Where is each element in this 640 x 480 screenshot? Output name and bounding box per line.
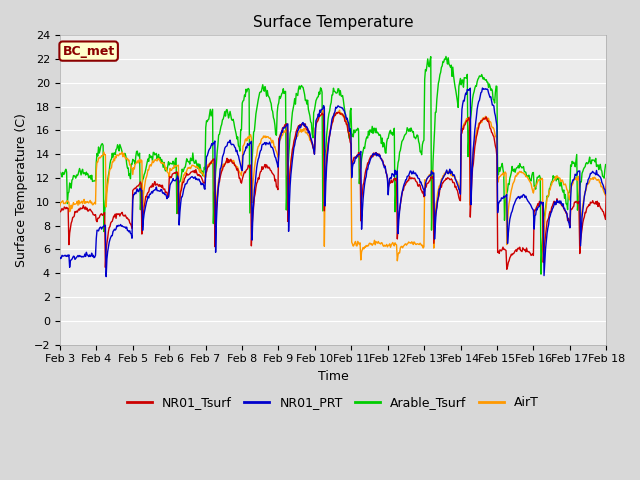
NR01_Tsurf: [207, 160, 214, 166]
AirT: [401, 241, 409, 247]
Text: BC_met: BC_met: [63, 45, 115, 58]
Line: NR01_Tsurf: NR01_Tsurf: [60, 112, 606, 269]
AirT: [602, 183, 610, 189]
NR01_PRT: [602, 191, 610, 197]
NR01_PRT: [102, 274, 110, 279]
Arable_Tsurf: [537, 271, 545, 277]
NR01_Tsurf: [503, 266, 511, 272]
NR01_PRT: [479, 85, 486, 91]
AirT: [56, 203, 63, 209]
NR01_PRT: [179, 194, 186, 200]
NR01_Tsurf: [400, 183, 408, 189]
Y-axis label: Surface Temperature (C): Surface Temperature (C): [15, 113, 28, 267]
X-axis label: Time: Time: [317, 370, 348, 383]
NR01_PRT: [66, 264, 74, 270]
NR01_Tsurf: [56, 209, 63, 215]
Arable_Tsurf: [602, 162, 610, 168]
NR01_PRT: [207, 143, 215, 149]
Arable_Tsurf: [122, 154, 130, 159]
NR01_Tsurf: [416, 183, 424, 189]
NR01_PRT: [400, 181, 408, 187]
Arable_Tsurf: [207, 107, 214, 112]
Title: Surface Temperature: Surface Temperature: [253, 15, 413, 30]
NR01_Tsurf: [66, 230, 74, 236]
AirT: [122, 156, 130, 162]
Line: NR01_PRT: NR01_PRT: [60, 88, 606, 276]
NR01_Tsurf: [122, 214, 130, 219]
Line: Arable_Tsurf: Arable_Tsurf: [60, 57, 606, 274]
AirT: [177, 182, 185, 188]
NR01_PRT: [56, 254, 63, 260]
NR01_Tsurf: [602, 176, 610, 181]
Arable_Tsurf: [56, 171, 63, 177]
Arable_Tsurf: [177, 173, 185, 179]
AirT: [66, 209, 74, 215]
NR01_PRT: [416, 180, 424, 186]
AirT: [394, 258, 401, 264]
Arable_Tsurf: [415, 141, 423, 147]
NR01_PRT: [123, 224, 131, 230]
NR01_Tsurf: [177, 187, 185, 193]
AirT: [319, 107, 326, 112]
Line: AirT: AirT: [60, 109, 606, 261]
NR01_Tsurf: [334, 109, 342, 115]
AirT: [417, 241, 425, 247]
Arable_Tsurf: [66, 180, 74, 186]
AirT: [207, 162, 214, 168]
Arable_Tsurf: [442, 54, 450, 60]
Legend: NR01_Tsurf, NR01_PRT, Arable_Tsurf, AirT: NR01_Tsurf, NR01_PRT, Arable_Tsurf, AirT: [122, 391, 544, 414]
Arable_Tsurf: [399, 136, 407, 142]
